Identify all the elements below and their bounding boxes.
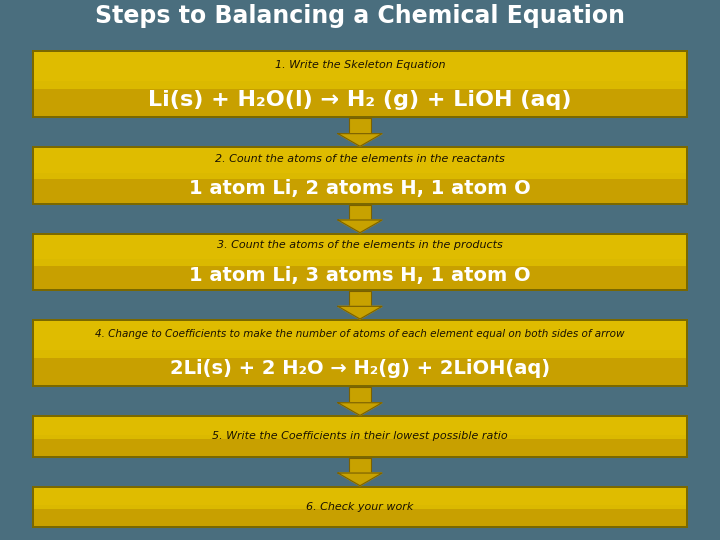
Bar [32,485,688,528]
Bar [32,415,688,457]
Text: 6. Check your work: 6. Check your work [306,502,414,512]
Bar [35,350,685,357]
Bar [35,148,685,202]
Bar [35,52,685,116]
Bar [35,235,685,289]
Bar [35,488,685,505]
Bar [349,457,371,473]
Bar [35,417,685,456]
Bar [35,259,685,266]
Bar [35,52,685,81]
Bar [32,50,688,118]
Text: 2Li(s) + 2 H₂O → H₂(g) + 2LiOH(aq): 2Li(s) + 2 H₂O → H₂(g) + 2LiOH(aq) [170,359,550,379]
Bar [35,417,685,435]
Bar [32,319,688,387]
Bar [35,235,685,259]
Bar [35,488,685,526]
Text: Li(s) + H₂O(l) → H₂ (g) + LiOH (aq): Li(s) + H₂O(l) → H₂ (g) + LiOH (aq) [148,90,572,110]
Text: 3. Count the atoms of the elements in the products: 3. Count the atoms of the elements in th… [217,240,503,251]
Bar [35,81,685,89]
Text: 1 atom Li, 2 atoms H, 1 atom O: 1 atom Li, 2 atoms H, 1 atom O [189,179,531,198]
Bar [35,505,685,509]
Polygon shape [338,473,382,485]
Bar [349,205,371,220]
Text: 1. Write the Skeleton Equation: 1. Write the Skeleton Equation [275,60,445,70]
Polygon shape [338,403,382,415]
Bar [35,321,685,350]
Polygon shape [338,220,382,233]
Text: Steps to Balancing a Chemical Equation: Steps to Balancing a Chemical Equation [95,4,625,28]
Bar [349,387,371,403]
Bar [35,435,685,439]
Text: 5. Write the Coefficients in their lowest possible ratio: 5. Write the Coefficients in their lowes… [212,431,508,442]
Bar [35,148,685,173]
Bar [32,146,688,205]
Bar [32,233,688,291]
Bar [349,291,371,306]
Bar [349,118,371,133]
Polygon shape [338,133,382,146]
Polygon shape [338,306,382,319]
Bar [35,173,685,179]
Text: 4. Change to Coefficients to make the number of atoms of each element equal on b: 4. Change to Coefficients to make the nu… [95,329,625,339]
Text: 1 atom Li, 3 atoms H, 1 atom O: 1 atom Li, 3 atoms H, 1 atom O [189,266,531,285]
Text: 2. Count the atoms of the elements in the reactants: 2. Count the atoms of the elements in th… [215,154,505,164]
Bar [35,321,685,385]
